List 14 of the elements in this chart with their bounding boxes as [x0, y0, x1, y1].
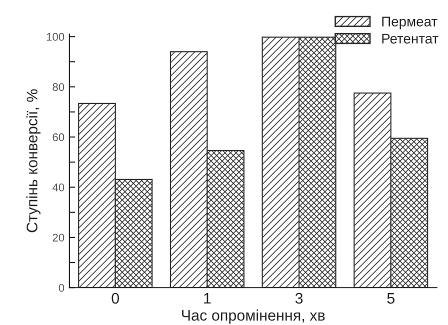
y-tick-label: 20	[52, 234, 64, 242]
x-axis-title: Час опромінення, хв	[182, 310, 325, 324]
x-tick-label: 0	[112, 292, 120, 304]
y-tick-label: 100	[46, 32, 64, 41]
y-tick-label: 0	[58, 284, 64, 292]
y-axis-title: Ступінь конверсії, %	[26, 89, 40, 232]
y-tick-label: 40	[52, 183, 64, 192]
x-tick-label: 5	[387, 293, 394, 304]
x-tick-label: 1	[204, 293, 211, 304]
x-tick-label: 3	[295, 292, 303, 304]
y-tick-label: 60	[52, 133, 64, 142]
y-tick-label: 80	[52, 83, 64, 91]
legend-label: Пермеат	[382, 16, 438, 30]
legend-label: Ретентат	[382, 34, 438, 44]
